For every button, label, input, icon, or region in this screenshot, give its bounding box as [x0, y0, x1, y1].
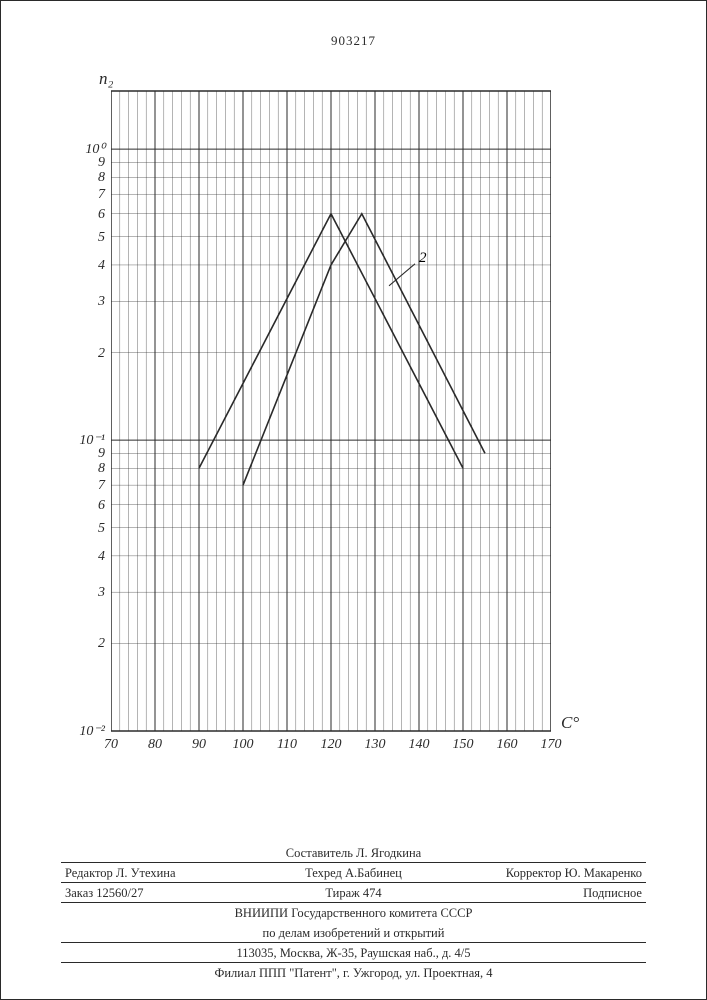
imprint-editor: Редактор Л. Утехина [61, 864, 256, 882]
imprint-compiler: Составитель Л. Ягодкина [61, 844, 646, 862]
curve-2 [243, 214, 485, 485]
imprint-corrector: Корректор Ю. Макаренко [451, 864, 646, 882]
x-tick-130: 130 [365, 737, 386, 753]
chart: 2 [111, 71, 551, 741]
y-tick-1e-2: 10⁻² [77, 723, 105, 740]
y-minor-6e-2: 6 [77, 498, 105, 514]
x-tick-140: 140 [409, 737, 430, 753]
x-tick-80: 80 [148, 737, 162, 753]
chart-svg: 2 [111, 71, 551, 741]
y-minor-7e-2: 7 [77, 478, 105, 494]
x-tick-100: 100 [233, 737, 254, 753]
y-minor-8e-2: 8 [77, 461, 105, 477]
y-minor-4e-2: 4 [77, 549, 105, 565]
imprint-techred: Техред А.Бабинец [256, 864, 451, 882]
x-tick-70: 70 [104, 737, 118, 753]
imprint-tirazh: Тираж 474 [256, 884, 451, 902]
y-minor-9e-2: 9 [77, 446, 105, 462]
x-tick-160: 160 [497, 737, 518, 753]
x-tick-110: 110 [277, 737, 297, 753]
imprint-addr: 113035, Москва, Ж-35, Раушская наб., д. … [61, 944, 646, 962]
y-minor-9e-1: 9 [77, 155, 105, 171]
y-minor-8e-1: 8 [77, 170, 105, 186]
imprint-order: Заказ 12560/27 [61, 884, 256, 902]
y-minor-7e-1: 7 [77, 187, 105, 203]
page-frame: 903217 n₂ C° 2 7080901001101201301401501… [0, 0, 707, 1000]
y-minor-2e-1: 2 [77, 346, 105, 362]
y-minor-4e-1: 4 [77, 258, 105, 274]
y-minor-3e-1: 3 [77, 294, 105, 310]
imprint-org2: по делам изобретений и открытий [61, 924, 646, 942]
x-tick-150: 150 [453, 737, 474, 753]
x-tick-170: 170 [541, 737, 562, 753]
doc-number: 903217 [331, 33, 376, 49]
imprint-subscr: Подписное [451, 884, 646, 902]
y-minor-6e-1: 6 [77, 207, 105, 223]
curve-2-label: 2 [419, 250, 427, 266]
imprint-block: Составитель Л. Ягодкина Редактор Л. Утех… [61, 843, 646, 982]
y-minor-3e-2: 3 [77, 585, 105, 601]
imprint-filial: Филиал ППП "Патент", г. Ужгород, ул. Про… [61, 964, 646, 982]
y-minor-2e-2: 2 [77, 636, 105, 652]
x-axis-title: C° [561, 713, 579, 733]
y-minor-5e-1: 5 [77, 230, 105, 246]
imprint-org1: ВНИИПИ Государственного комитета СССР [61, 904, 646, 922]
y-minor-5e-2: 5 [77, 521, 105, 537]
x-tick-90: 90 [192, 737, 206, 753]
x-tick-120: 120 [321, 737, 342, 753]
